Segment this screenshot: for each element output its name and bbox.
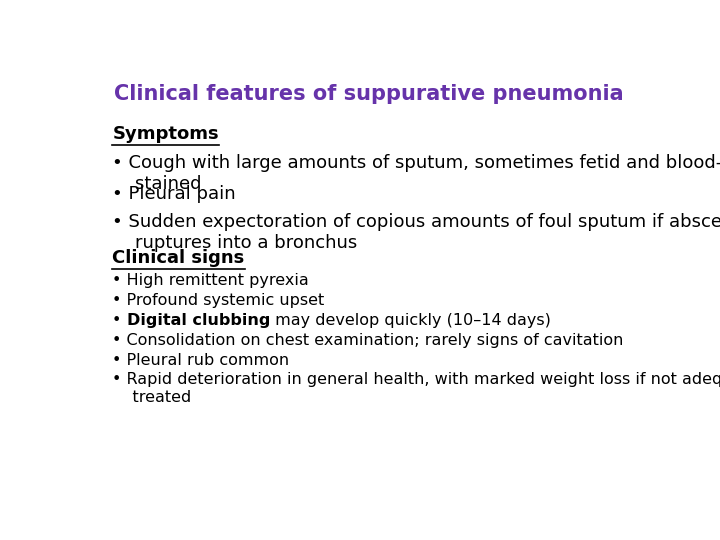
Text: • Rapid deterioration in general health, with marked weight loss if not adequate: • Rapid deterioration in general health,… — [112, 373, 720, 405]
Text: Clinical features of suppurative pneumonia: Clinical features of suppurative pneumon… — [114, 84, 624, 104]
Text: may develop quickly (10–14 days): may develop quickly (10–14 days) — [270, 313, 551, 328]
Text: Clinical signs: Clinical signs — [112, 248, 245, 267]
Text: • Pleural rub common: • Pleural rub common — [112, 353, 289, 368]
Text: • Cough with large amounts of sputum, sometimes fetid and blood-
    stained: • Cough with large amounts of sputum, so… — [112, 154, 720, 193]
Text: • High remittent pyrexia: • High remittent pyrexia — [112, 273, 309, 288]
Text: • Sudden expectoration of copious amounts of foul sputum if abscess
    ruptures: • Sudden expectoration of copious amount… — [112, 213, 720, 252]
Text: • Pleural pain: • Pleural pain — [112, 185, 236, 204]
Text: • Consolidation on chest examination; rarely signs of cavitation: • Consolidation on chest examination; ra… — [112, 333, 624, 348]
Text: •: • — [112, 313, 127, 328]
Text: Symptoms: Symptoms — [112, 125, 219, 143]
Text: • Profound systemic upset: • Profound systemic upset — [112, 293, 325, 308]
Text: Digital clubbing: Digital clubbing — [127, 313, 270, 328]
